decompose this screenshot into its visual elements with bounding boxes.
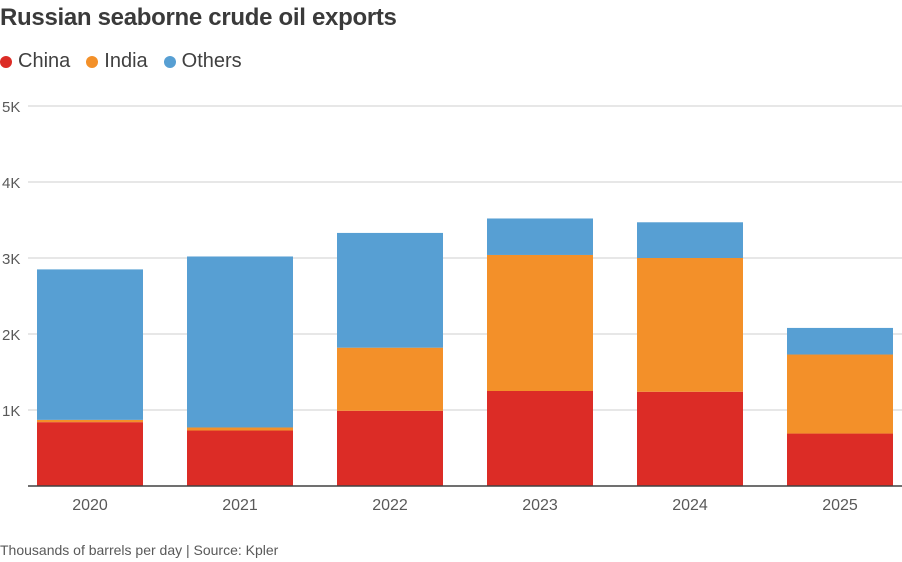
bar-china-2024: [637, 391, 743, 486]
bar-india-2024: [637, 258, 743, 392]
bar-others-2022: [337, 232, 443, 348]
bar-china-2021: [187, 430, 293, 486]
bar-china-2025: [787, 433, 893, 486]
bar-others-2024: [637, 222, 743, 258]
legend-label-china: China: [18, 50, 71, 72]
legend-item-others: Others: [163, 50, 242, 73]
y-tick-label: 1K: [2, 403, 20, 420]
legend-label-india: India: [104, 50, 148, 72]
y-tick-label: 2K: [2, 327, 20, 344]
bar-others-2025: [787, 327, 893, 355]
axis-layer: 1K 2K 3K 4K 5K 2020 2021 2022 2023 2024 2025: [2, 99, 902, 514]
legend: China India Others: [0, 50, 258, 73]
bar-china-2023: [487, 391, 593, 486]
bar-india-2022: [337, 347, 443, 411]
legend-item-china: China: [0, 50, 70, 73]
legend-label-others: Others: [181, 50, 242, 72]
y-tick-label: 4K: [2, 175, 20, 192]
x-tick-label: 2022: [372, 497, 408, 514]
x-tick-label: 2021: [222, 497, 258, 514]
bar-others-2021: [187, 256, 293, 428]
bar-others-2020: [37, 269, 143, 420]
stacked-bar-chart: 1K 2K 3K 4K 5K 2020 2021 2022 2023 2024 2025: [2, 99, 902, 514]
bar-china-2022: [337, 410, 443, 486]
x-tick-label: 2023: [522, 497, 558, 514]
bar-layer: [37, 218, 893, 486]
y-tick-label: 3K: [2, 251, 20, 268]
bar-china-2020: [37, 422, 143, 486]
footnote: Thousands of barrels per day | Source: K…: [0, 542, 279, 558]
chart-title: Russian seaborne crude oil exports: [0, 4, 397, 31]
legend-item-india: India: [86, 50, 148, 73]
x-tick-label: 2025: [822, 497, 858, 514]
bar-india-2025: [787, 354, 893, 434]
grid-layer: [28, 105, 902, 411]
x-tick-label: 2024: [672, 497, 708, 514]
x-tick-label: 2020: [72, 497, 108, 514]
legend-swatch-china: [0, 55, 12, 68]
bar-india-2023: [487, 254, 593, 391]
legend-swatch-india: [86, 55, 99, 68]
bar-others-2023: [487, 218, 593, 255]
legend-swatch-others: [163, 55, 176, 68]
bar-india-2020: [37, 419, 143, 423]
bar-india-2021: [187, 427, 293, 431]
y-tick-label: 5K: [2, 99, 20, 116]
